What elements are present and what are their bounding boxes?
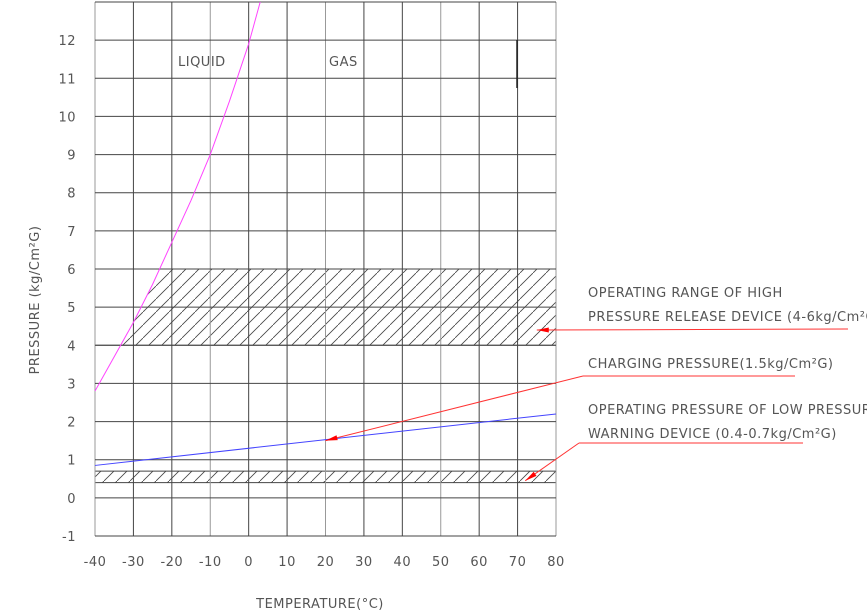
y-tick-label: 6	[67, 263, 76, 278]
region-label-gas: GAS	[329, 55, 358, 70]
y-tick-label: 1	[67, 454, 76, 469]
x-tick-label: 60	[470, 555, 488, 570]
annotation-text: PRESSURE RELEASE DEVICE (4-6kg/Cm²G)	[588, 310, 867, 325]
y-tick-label: 0	[67, 492, 76, 507]
x-tick-label: -20	[160, 555, 183, 570]
annotation-text: WARNING DEVICE (0.4-0.7kg/Cm²G)	[588, 427, 837, 442]
x-tick-label: -40	[84, 555, 107, 570]
x-tick-label: 70	[509, 555, 527, 570]
arrowhead-icon	[536, 327, 549, 333]
y-tick-label: 2	[67, 416, 76, 431]
annotation-text: CHARGING PRESSURE(1.5kg/Cm²G)	[588, 357, 833, 372]
y-tick-label: -1	[62, 530, 76, 545]
y-tick-label: 3	[67, 377, 76, 392]
y-tick-label: 11	[58, 72, 76, 87]
x-axis-title: TEMPERATURE(°C)	[255, 597, 384, 612]
region-label-liquid: LIQUID	[178, 55, 226, 70]
x-tick-label: -30	[122, 555, 145, 570]
arrowhead-icon	[525, 471, 537, 481]
y-tick-label: 10	[58, 110, 76, 125]
x-tick-label: 30	[355, 555, 373, 570]
y-tick-label: 4	[67, 339, 76, 354]
x-tick-label: 0	[244, 555, 253, 570]
y-tick-label: 9	[67, 149, 76, 164]
x-tick-label: 20	[317, 555, 335, 570]
annotation-leader	[325, 375, 584, 442]
x-tick-label: 50	[432, 555, 450, 570]
x-tick-label: 80	[547, 555, 565, 570]
y-tick-label: 8	[67, 187, 76, 202]
series-line-0	[94, 1, 261, 392]
x-tick-label: 40	[394, 555, 412, 570]
series-line-1	[94, 413, 557, 466]
y-tick-label: 7	[67, 225, 76, 240]
x-tick-label: -10	[199, 555, 222, 570]
y-tick-label: 5	[67, 301, 76, 316]
x-tick-label: 10	[278, 555, 296, 570]
annotation-text: OPERATING RANGE OF HIGH	[588, 286, 783, 301]
annotation-leader	[536, 328, 849, 331]
annotation-text: OPERATING PRESSURE OF LOW PRESSURE	[588, 403, 867, 418]
arrowhead-icon	[325, 435, 338, 441]
y-axis-title: PRESSURE (kg/Cm²G)	[28, 226, 43, 375]
y-tick-label: 12	[58, 34, 76, 49]
